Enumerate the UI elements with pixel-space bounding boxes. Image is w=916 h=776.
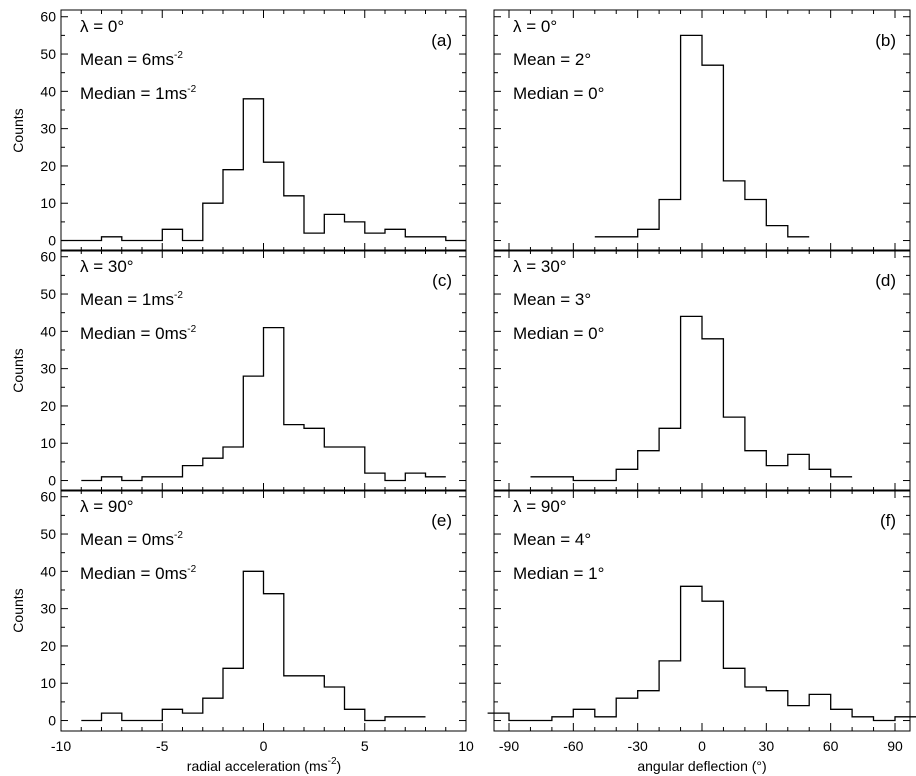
x-tick-label: 5 [361, 738, 369, 754]
y-tick-label: 50 [40, 46, 56, 62]
median-label-main: Median = 0° [513, 324, 604, 343]
median-label-exponent: -2 [187, 564, 196, 575]
lambda-label: λ = 0° [513, 17, 557, 36]
median-label-main: Median = 0ms [80, 564, 187, 583]
x-tick-label: -30 [628, 738, 648, 754]
histogram-step-line [81, 326, 446, 482]
x-tick-label: 30 [759, 738, 775, 754]
y-tick-label: 20 [40, 158, 56, 174]
y-axis-title: Counts [10, 588, 26, 632]
median-label-exponent: -2 [187, 84, 196, 95]
histogram-step-line [594, 34, 810, 238]
x-tick-label: 90 [887, 738, 903, 754]
y-tick-label: 60 [40, 9, 56, 25]
median-label: Median = 0° [513, 324, 604, 343]
plot-frame [60, 489, 467, 732]
panel-letter: (c) [432, 271, 452, 290]
mean-label-main: Mean = 2° [513, 50, 591, 69]
x-tick-label: 0 [260, 738, 268, 754]
histogram-step-line [81, 570, 426, 722]
mean-label: Mean = 6ms-2 [80, 50, 183, 69]
y-tick-label: 30 [40, 601, 56, 617]
panel-letter: (d) [875, 271, 896, 290]
x-tick-label: -5 [156, 738, 169, 754]
histogram-step-line [530, 315, 853, 482]
x-axis-title-right: angular deflection (°) [637, 758, 766, 774]
mean-label-exponent: -2 [174, 290, 183, 301]
median-label: Median = 0° [513, 84, 604, 103]
x-axis-title-left-close: ) [337, 758, 342, 774]
y-tick-label: 0 [48, 233, 56, 249]
mean-label: Mean = 1ms-2 [80, 290, 183, 309]
panel-d: λ = 30° Mean = 3° Median = 0° (d) [493, 249, 911, 492]
y-tick-label: 40 [40, 83, 56, 99]
lambda-label: λ = 90° [513, 497, 567, 516]
mean-label: Mean = 3° [513, 290, 591, 309]
x-axis-title-left-main: radial acceleration (ms [187, 758, 328, 774]
x-tick-label: 10 [458, 738, 474, 754]
histogram-step-line [487, 585, 916, 722]
y-axis-title: Counts [10, 348, 26, 392]
median-label: Median = 0ms-2 [80, 324, 197, 343]
x-axis-title-left: radial acceleration (ms-2) [187, 756, 341, 774]
lambda-label: λ = 30° [513, 257, 567, 276]
x-axis-title-left-exponent: -2 [328, 756, 337, 767]
y-tick-label: 50 [40, 526, 56, 542]
plot-frame [493, 489, 911, 732]
lambda-label: λ = 30° [80, 257, 134, 276]
lambda-label: λ = 0° [80, 17, 124, 36]
y-axis-title: Counts [10, 108, 26, 152]
panel-letter: (b) [875, 31, 896, 50]
mean-label: Mean = 0ms-2 [80, 530, 183, 549]
y-tick-label: 0 [48, 473, 56, 489]
plot-frame [493, 249, 911, 492]
lambda-label: λ = 90° [80, 497, 134, 516]
median-label-main: Median = 0° [513, 84, 604, 103]
panel-letter: (f) [880, 511, 896, 530]
y-tick-label: 20 [40, 398, 56, 414]
panel-f: -90 -60 -30 0 30 60 90 λ = 90° Mean = 4° Median =… [487, 489, 916, 754]
x-tick-label: 0 [698, 738, 706, 754]
mean-label-exponent: -2 [174, 530, 183, 541]
panel-letter: (e) [431, 511, 452, 530]
panel-b: λ = 0° Mean = 2° Median = 0° (b) [493, 9, 911, 252]
y-tick-label: 50 [40, 286, 56, 302]
mean-label: Mean = 4° [513, 530, 591, 549]
mean-label-main: Mean = 1ms [80, 290, 174, 309]
x-tick-label: 60 [823, 738, 839, 754]
median-label: Median = 0ms-2 [80, 564, 197, 583]
median-label: Median = 1ms-2 [80, 84, 197, 103]
x-tick-label: -90 [499, 738, 519, 754]
x-tick-label: -10 [51, 738, 71, 754]
median-label-main: Median = 1ms [80, 84, 187, 103]
mean-label: Mean = 2° [513, 50, 591, 69]
mean-label-main: Mean = 4° [513, 530, 591, 549]
panel-letter: (a) [431, 31, 452, 50]
mean-label-exponent: -2 [174, 50, 183, 61]
y-tick-label: 20 [40, 638, 56, 654]
y-tick-label: 10 [40, 435, 56, 451]
y-tick-label: 30 [40, 121, 56, 137]
y-tick-label: 40 [40, 563, 56, 579]
median-label-main: Median = 0ms [80, 324, 187, 343]
mean-label-main: Mean = 6ms [80, 50, 174, 69]
histogram-step-line [61, 98, 466, 242]
y-tick-label: 60 [40, 249, 56, 265]
mean-label-main: Mean = 3° [513, 290, 591, 309]
y-tick-label: 10 [40, 675, 56, 691]
median-label: Median = 1° [513, 564, 604, 583]
x-tick-label: -60 [563, 738, 583, 754]
mean-label-main: Mean = 0ms [80, 530, 174, 549]
median-label-exponent: -2 [187, 324, 196, 335]
y-tick-label: 0 [48, 713, 56, 729]
y-tick-label: 40 [40, 323, 56, 339]
median-label-main: Median = 1° [513, 564, 604, 583]
y-tick-label: 10 [40, 195, 56, 211]
y-tick-label: 30 [40, 361, 56, 377]
y-tick-label: 60 [40, 489, 56, 505]
